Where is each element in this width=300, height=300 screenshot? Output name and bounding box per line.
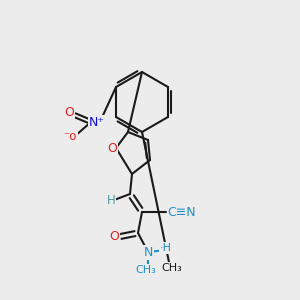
Text: CH₃: CH₃	[136, 265, 156, 275]
Text: O: O	[109, 230, 119, 244]
Text: CH₃: CH₃	[162, 263, 182, 273]
Text: ⁻o: ⁻o	[63, 130, 77, 143]
Text: ·H: ·H	[160, 243, 172, 253]
Text: O: O	[107, 142, 117, 155]
Text: H: H	[106, 194, 116, 208]
Text: N⁺: N⁺	[89, 116, 105, 128]
Text: O: O	[64, 106, 74, 119]
Text: N: N	[143, 245, 153, 259]
Text: C≡N: C≡N	[168, 206, 196, 218]
